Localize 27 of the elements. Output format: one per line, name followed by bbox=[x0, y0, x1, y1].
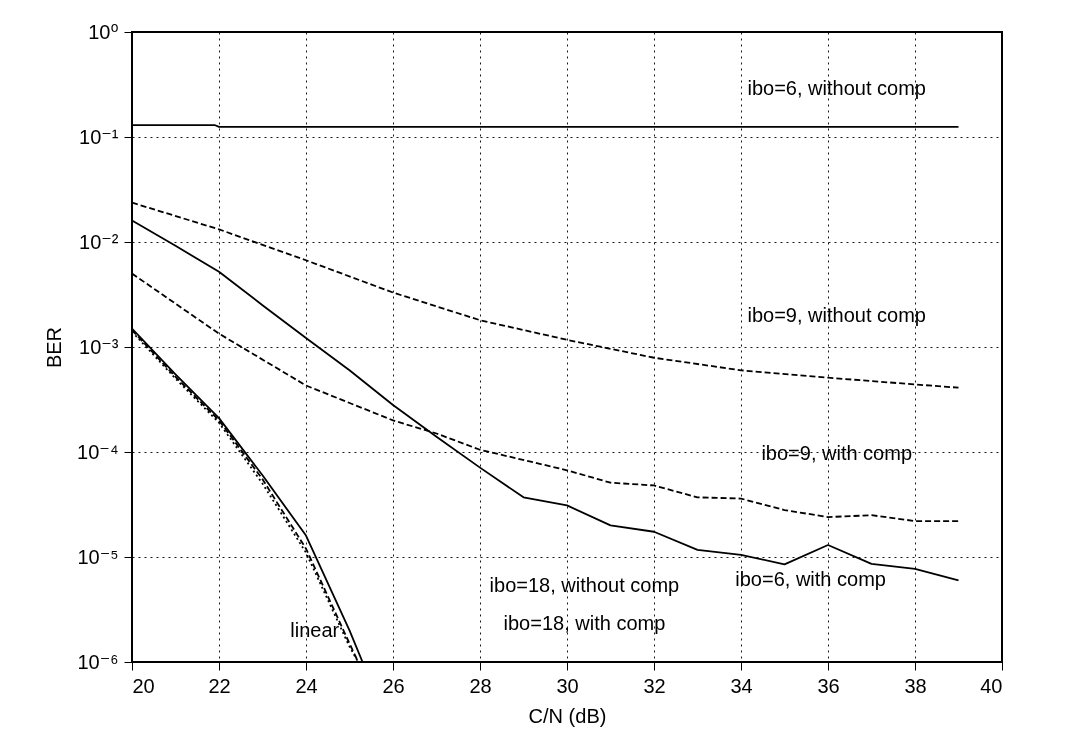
y-axis-title: BER bbox=[43, 326, 66, 369]
x-axis-title: C/N (dB) bbox=[528, 704, 607, 727]
x-tick-label: 36 bbox=[817, 674, 840, 697]
annotation: ibo=9, with comp bbox=[761, 442, 913, 465]
annotation: ibo=6, without comp bbox=[747, 76, 926, 99]
annotation: ibo=6, with comp bbox=[735, 568, 886, 591]
x-tick-label: 38 bbox=[904, 674, 927, 697]
x-tick-label: 28 bbox=[469, 674, 492, 697]
x-tick-label: 30 bbox=[556, 674, 579, 697]
x-tick-label: 26 bbox=[382, 674, 405, 697]
annotation: linear bbox=[290, 618, 340, 641]
y-tick-label: 10⁻⁵ bbox=[77, 545, 119, 568]
y-tick-label: 10⁻⁶ bbox=[77, 650, 119, 673]
x-tick-label: 24 bbox=[295, 674, 318, 697]
x-tick-label: 34 bbox=[730, 674, 753, 697]
x-tick-label: 22 bbox=[208, 674, 231, 697]
y-tick-label: 10⁻¹ bbox=[79, 125, 119, 148]
annotation: ibo=18, without comp bbox=[489, 574, 680, 597]
x-tick-label: 32 bbox=[643, 674, 666, 697]
x-tick-label: 20 bbox=[132, 674, 155, 697]
y-tick-label: 10⁻⁴ bbox=[77, 440, 119, 463]
y-tick-label: 10⁰ bbox=[88, 20, 119, 43]
annotation: ibo=18, with comp bbox=[503, 612, 666, 635]
y-tick-label: 10⁻³ bbox=[79, 335, 119, 358]
y-tick-label: 10⁻² bbox=[79, 230, 119, 253]
x-tick-label: 40 bbox=[980, 674, 1003, 697]
annotation: ibo=9, without comp bbox=[747, 303, 926, 326]
